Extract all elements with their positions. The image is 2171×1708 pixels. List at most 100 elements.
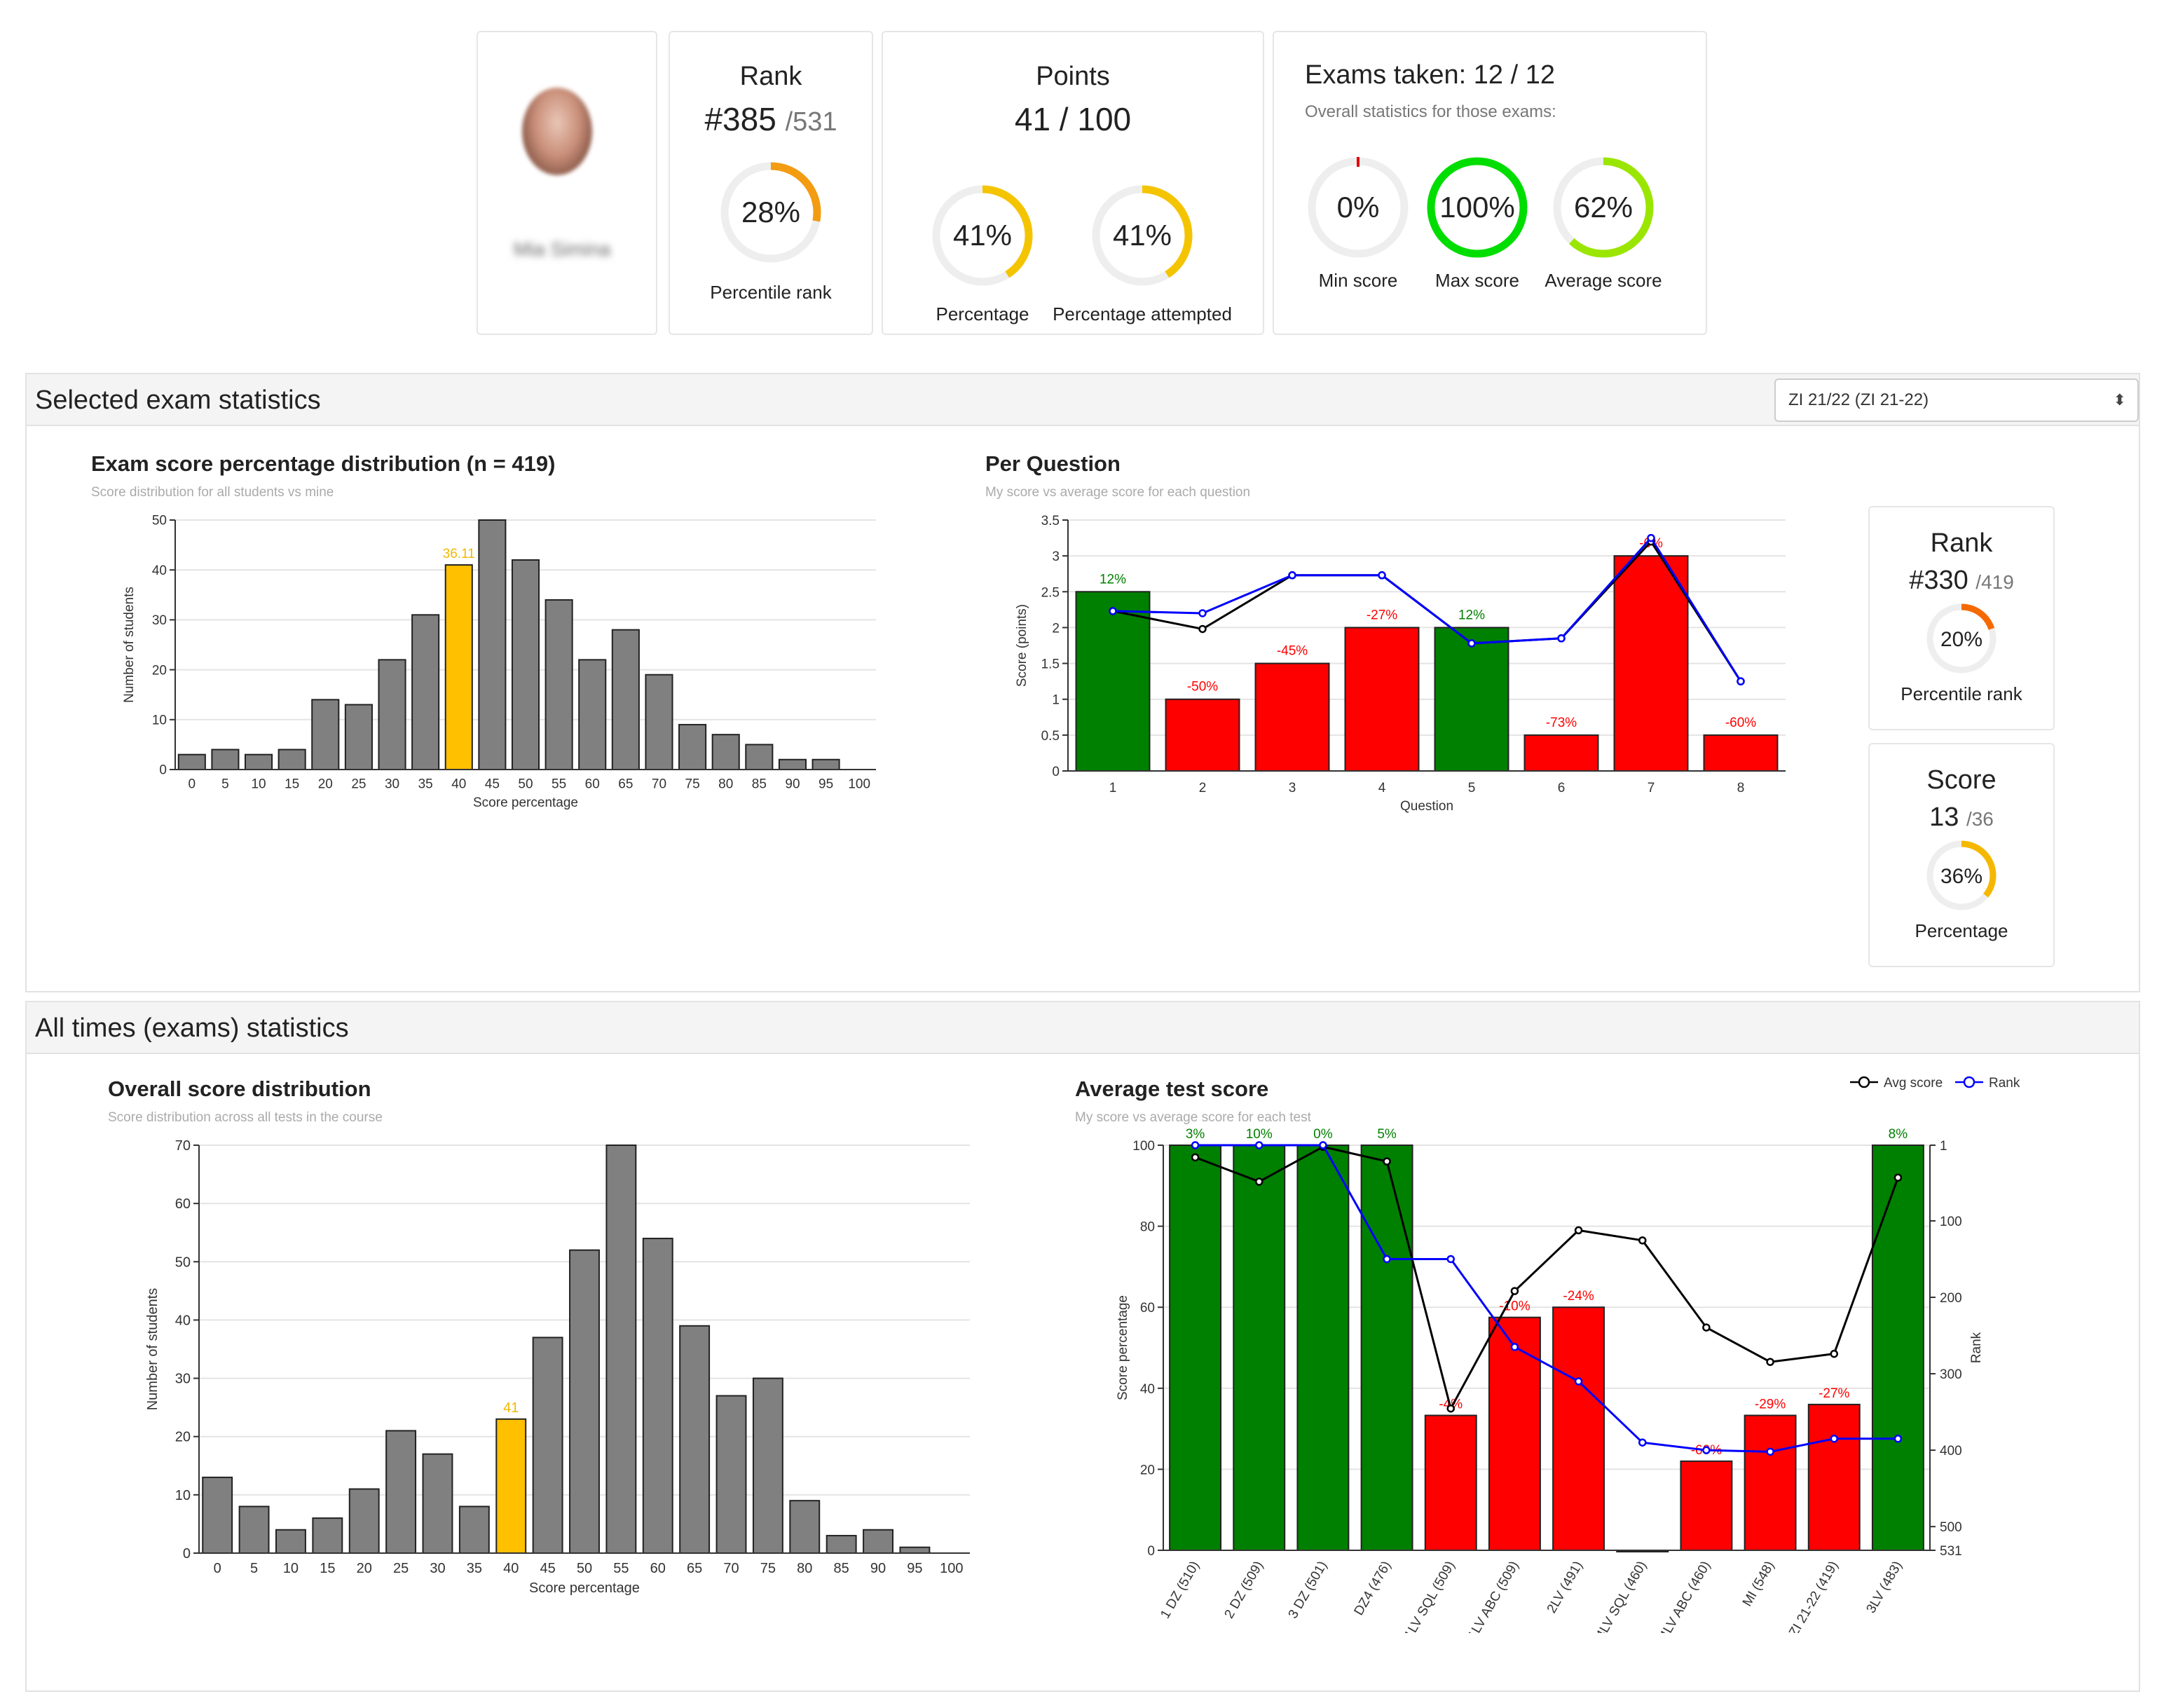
- x-tick-label: 25: [393, 1561, 409, 1576]
- min-score-ring: 0%: [1308, 157, 1409, 258]
- percentile-rank-label: Percentile rank: [710, 282, 832, 303]
- question-bar: [1254, 662, 1330, 772]
- x-tick-label: 10: [251, 777, 266, 792]
- diff-label: -27%: [1367, 608, 1397, 622]
- exams-card: Exams taken: 12 / 12 Overall statistics …: [1273, 31, 1707, 335]
- ring-progress-arc: [720, 162, 821, 263]
- x-axis-label: Score percentage: [473, 795, 578, 810]
- select-caret-icon: ⬍: [2113, 391, 2126, 409]
- exam-dist-title: Exam score percentage distribution (n = …: [91, 451, 556, 476]
- test-bar: [1360, 1145, 1413, 1551]
- question-bar: [1344, 627, 1420, 772]
- histogram-bar: [311, 699, 340, 771]
- ring-progress-arc: [1926, 603, 1997, 674]
- second-average-point: [1467, 639, 1476, 648]
- diff-label: -27%: [1819, 1386, 1849, 1401]
- rank-value: #385: [704, 101, 776, 137]
- per-question-title: Per Question: [985, 451, 1121, 476]
- rank-point: [1319, 1141, 1327, 1149]
- ring-progress-arc: [1926, 840, 1997, 910]
- histogram-bar: [678, 723, 707, 771]
- question-bar: [1703, 734, 1779, 772]
- max-score-label: Max score: [1435, 270, 1519, 291]
- diff-label: -73%: [1546, 716, 1577, 730]
- rank-point: [1893, 1435, 1903, 1443]
- test-bar: [1807, 1403, 1861, 1552]
- y-tick-label: 60: [175, 1196, 191, 1212]
- question-bar: [1075, 591, 1151, 772]
- x-tick-label: 0: [214, 1561, 221, 1576]
- y-tick-label: 2.5: [1041, 585, 1060, 600]
- avatar[interactable]: [522, 88, 592, 175]
- histogram-bar: [752, 1377, 783, 1555]
- rank-point: [1191, 1141, 1200, 1149]
- average-test-score-chart: 0 20 40 60 80 100 1 100 200 300 400 500 531 3% 1 DZ (5…: [1116, 1076, 2020, 1633]
- x-tick-label: 50: [577, 1561, 592, 1576]
- second-average-point: [1198, 609, 1207, 617]
- test-bar: [1744, 1414, 1797, 1551]
- histogram-bar: [605, 1145, 637, 1554]
- x-tick-label: 0: [189, 777, 196, 792]
- avg-score-point: [1702, 1323, 1711, 1332]
- y-tick-label: 10: [152, 713, 167, 727]
- histogram-bar: [312, 1517, 343, 1554]
- x-tick-label: 4: [1378, 781, 1386, 795]
- histogram-bar: [238, 1505, 270, 1554]
- histogram-bar: [778, 758, 807, 771]
- histogram-bar: [478, 519, 507, 770]
- test-bar: [1680, 1460, 1733, 1552]
- rank-card: Rank #385 /531 28% Percentile rank: [669, 31, 873, 335]
- histogram-bar: [545, 599, 573, 770]
- y-tick-label: 60: [1140, 1301, 1155, 1316]
- x-tick-label: 100: [848, 777, 870, 792]
- exam-score-value: 13: [1929, 802, 1959, 832]
- x-tick-label: 85: [752, 777, 767, 792]
- y-tick-label: 1.5: [1041, 657, 1060, 672]
- exam-select[interactable]: ZI 21/22 (ZI 21-22) ⬍: [1774, 378, 2139, 422]
- second-average-point: [1557, 634, 1566, 643]
- x-tick-label: 5: [1468, 781, 1476, 795]
- rank-point: [1446, 1255, 1455, 1264]
- exam-rank-title: Rank: [1930, 528, 1993, 558]
- exam-score-title: Score: [1926, 765, 1997, 795]
- x-tick-label: 65: [687, 1561, 702, 1576]
- x-tick-label: 70: [652, 777, 666, 792]
- y-tick-label: 0: [183, 1546, 191, 1562]
- test-bar: [1871, 1145, 1924, 1551]
- x-tick-label: MI (548): [1740, 1559, 1778, 1609]
- x-tick-label: 3 DZ (501): [1286, 1559, 1331, 1621]
- question-bar: [1165, 698, 1240, 772]
- test-bar: [1169, 1145, 1222, 1551]
- histogram-bar: [202, 1476, 233, 1554]
- x-axis-label: Score percentage: [529, 1580, 640, 1596]
- avg-score-point: [1830, 1349, 1838, 1358]
- histogram-bar: [811, 758, 840, 771]
- y-tick-label: 20: [1140, 1463, 1155, 1477]
- x-tick-label: 1: [1109, 781, 1117, 795]
- y-tick-label: 40: [175, 1313, 191, 1328]
- diff-label: -60%: [1725, 716, 1756, 730]
- avg-score-point: [1510, 1287, 1519, 1295]
- y-tick-label: 1: [1052, 693, 1060, 708]
- avg-score-point: [1638, 1236, 1647, 1245]
- y2-tick-label: 500: [1940, 1520, 1962, 1535]
- y2-tick-label: 400: [1940, 1444, 1962, 1458]
- exam-dist-subtitle: Score distribution for all students vs m…: [91, 485, 334, 500]
- avg-score-point: [1766, 1358, 1774, 1366]
- exam-percentage-ring-value: 36%: [1940, 865, 1982, 888]
- exam-percentage-label: Percentage: [1915, 920, 2008, 941]
- avg-score-line: [1195, 1145, 1899, 1412]
- histogram-bar: [177, 753, 206, 771]
- rank-point: [1830, 1435, 1838, 1443]
- histogram-bar: [378, 659, 406, 770]
- second-average-point: [1378, 571, 1386, 580]
- histogram-bar: [569, 1249, 600, 1555]
- histogram-bar: [578, 659, 607, 770]
- y-tick-label: 2: [1052, 621, 1060, 636]
- all-times-section: All times (exams) statistics: [25, 1001, 2140, 1692]
- rank-point: [1766, 1447, 1774, 1456]
- x-tick-label: 10: [283, 1561, 299, 1576]
- diff-label: 0%: [1313, 1127, 1333, 1142]
- y2-tick-label: 200: [1940, 1291, 1962, 1306]
- max-score-ring-value: 100%: [1439, 191, 1514, 224]
